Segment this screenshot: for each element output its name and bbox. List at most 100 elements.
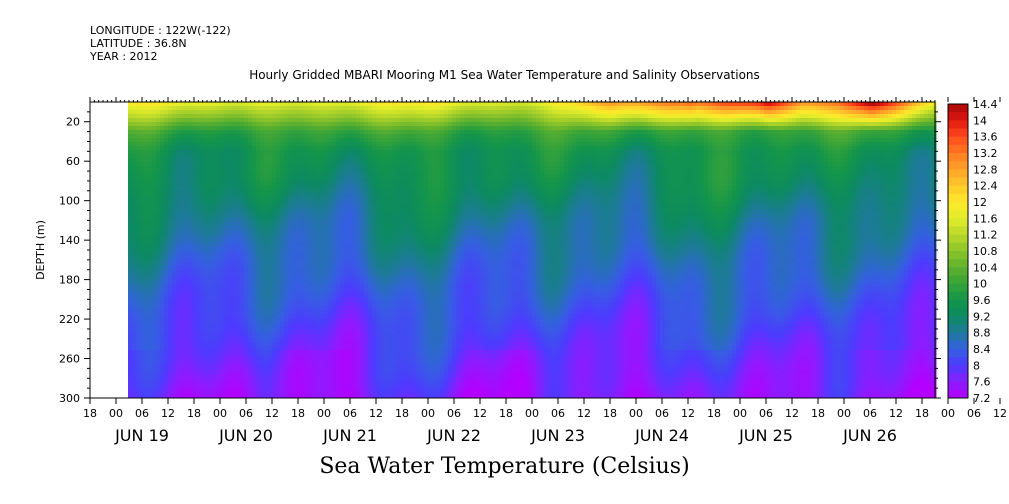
x-hour-label: 12 [889, 407, 903, 420]
colorbar-label: 10.4 [973, 261, 998, 274]
x-hour-label: 12 [785, 407, 799, 420]
colorbar-title: Sea Water Temperature (Celsius) [319, 454, 690, 479]
y-tick-label: 100 [59, 195, 80, 208]
colorbar-label: 14.4 [973, 98, 998, 111]
x-hour-label: 12 [993, 407, 1007, 420]
y-tick-label: 20 [66, 116, 80, 129]
x-day-label: JUN 19 [114, 426, 169, 445]
x-hour-label: 00 [213, 407, 227, 420]
x-hour-label: 06 [967, 407, 981, 420]
colorbar-swatch [948, 332, 968, 342]
x-hour-label: 18 [915, 407, 929, 420]
colorbar-swatch [948, 242, 968, 252]
colorbar: 14.4 14 13.6 13.2 12.8 12.4 12 11.6 11.2 10.8 10.4… [947, 98, 998, 405]
colorbar-swatch [948, 267, 968, 276]
colorbar-swatch [948, 120, 968, 129]
colorbar-swatch [948, 308, 968, 317]
colorbar-swatch [948, 136, 968, 146]
latitude-label: LATITUDE : 36.8N [90, 37, 187, 50]
x-hour-label: 00 [941, 407, 955, 420]
colorbar-swatch [948, 112, 968, 121]
y-axis: 20 60 100 140 180 220 260 300 DEPTH (m) [34, 111, 941, 405]
colorbar-swatch [948, 259, 968, 268]
y-tick-label: 180 [59, 274, 80, 287]
x-hour-label: 06 [863, 407, 877, 420]
x-day-label: JUN 22 [426, 426, 481, 445]
colorbar-swatch [948, 381, 968, 391]
x-hour-label: 12 [369, 407, 383, 420]
x-hour-label: 06 [343, 407, 357, 420]
x-hour-label: 00 [421, 407, 435, 420]
colorbar-label: 12.8 [973, 163, 998, 176]
colorbar-swatch [948, 226, 968, 236]
colorbar-swatch [948, 234, 968, 244]
y-tick-label: 140 [59, 234, 80, 247]
year-label: YEAR : 2012 [90, 50, 158, 63]
x-day-label: JUN 23 [530, 426, 585, 445]
colorbar-swatch [948, 144, 968, 154]
colorbar-swatch [948, 324, 968, 334]
colorbar-label: 12.4 [973, 180, 998, 193]
colorbar-label: 14 [973, 114, 987, 127]
x-day-label: JUN 24 [634, 426, 689, 445]
y-tick-label: 300 [59, 392, 80, 405]
colorbar-label: 7.6 [973, 376, 991, 389]
colorbar-label: 8.4 [973, 343, 991, 356]
x-hour-label: 00 [733, 407, 747, 420]
colorbar-swatch [948, 153, 968, 162]
y-tick-label: 260 [59, 353, 80, 366]
x-hour-label: 06 [551, 407, 565, 420]
x-hour-label: 06 [655, 407, 669, 420]
colorbar-swatch [948, 349, 968, 358]
colorbar-swatch [948, 202, 968, 211]
colorbar-swatch [948, 373, 968, 383]
colorbar-swatch [948, 218, 968, 227]
x-day-label: JUN 25 [738, 426, 793, 445]
colorbar-frame [947, 103, 969, 399]
colorbar-swatch [948, 210, 968, 219]
x-hour-label: 18 [291, 407, 305, 420]
colorbar-label: 10.8 [973, 245, 998, 258]
colorbar-swatch [948, 291, 968, 301]
x-hour-label: 00 [109, 407, 123, 420]
x-hour-label: 18 [707, 407, 721, 420]
colorbar-label: 8.8 [973, 327, 991, 340]
colorbar-swatch [948, 169, 968, 178]
x-hour-label: 18 [811, 407, 825, 420]
colorbar-label: 10 [973, 278, 987, 291]
colorbar-label: 11.6 [973, 212, 998, 225]
colorbar-swatch [948, 161, 968, 170]
x-hour-label: 00 [317, 407, 331, 420]
y-tick-label: 60 [66, 155, 80, 168]
colorbar-swatch [948, 357, 968, 366]
x-day-label: JUN 21 [322, 426, 377, 445]
x-hour-label: 18 [395, 407, 409, 420]
x-hour-label: 00 [525, 407, 539, 420]
x-hour-label: 12 [473, 407, 487, 420]
colorbar-swatch [948, 177, 968, 187]
colorbar-swatch [948, 275, 968, 285]
colorbar-swatch [948, 251, 968, 260]
longitude-label: LONGITUDE : 122W(-122) [90, 24, 231, 37]
x-day-label: JUN 26 [842, 426, 897, 445]
colorbar-swatch [948, 300, 968, 309]
colorbar-swatch [948, 185, 968, 195]
colorbar-label: 13.2 [973, 147, 998, 160]
x-hour-label: 06 [239, 407, 253, 420]
x-hour-label: 00 [629, 407, 643, 420]
x-hour-label: 06 [135, 407, 149, 420]
colorbar-swatch [948, 316, 968, 325]
colorbar-label: 13.6 [973, 131, 998, 144]
colorbar-label: 7.2 [973, 392, 991, 405]
x-hour-label: 18 [603, 407, 617, 420]
colorbar-swatch [948, 283, 968, 293]
colorbar-label: 12 [973, 196, 987, 209]
x-hour-label: 12 [681, 407, 695, 420]
x-hour-label: 06 [447, 407, 461, 420]
x-hour-label: 12 [577, 407, 591, 420]
colorbar-swatch [948, 128, 968, 138]
colorbar-swatch [948, 193, 968, 203]
colorbar-swatch [948, 340, 968, 350]
x-axis: 18 00 06 12 18 00 06 12 18 00 06 12 18 00 06 12 18 00 06 12… [83, 97, 1007, 445]
